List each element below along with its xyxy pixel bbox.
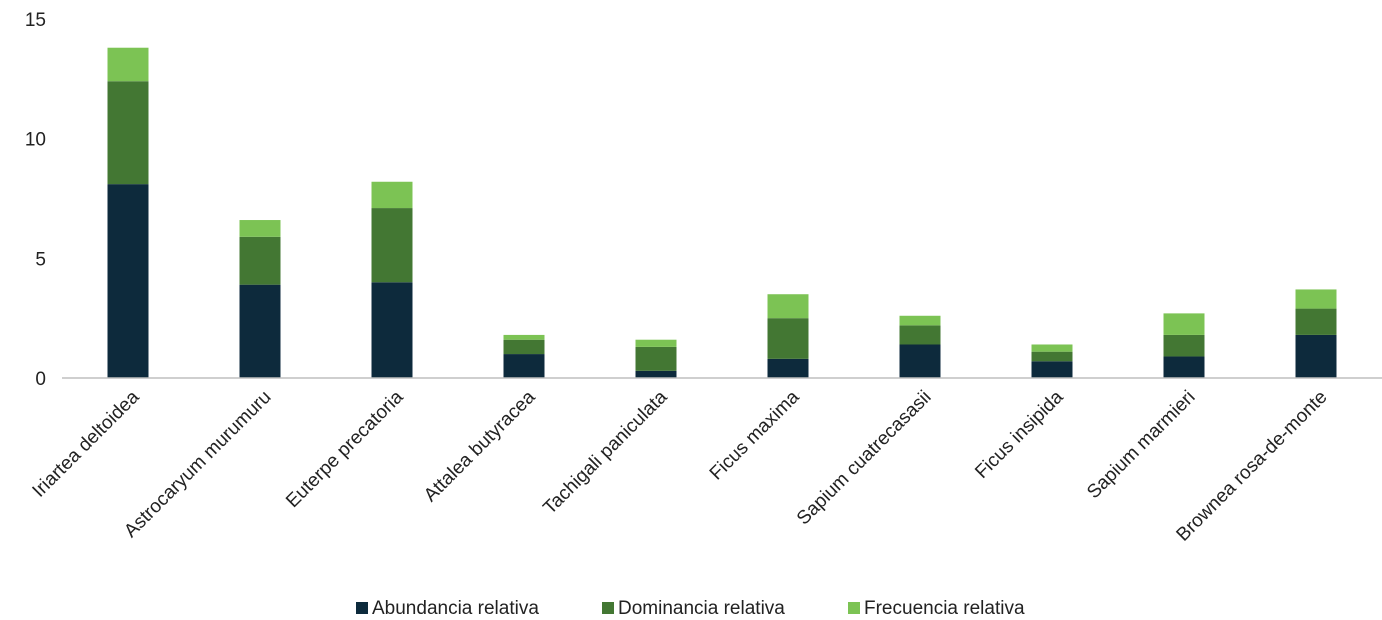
legend: Abundancia relativa Dominancia relativa Fr…: [356, 598, 1025, 619]
bar-segment-frecuencia: [239, 220, 281, 237]
bar-segment-frecuencia: [107, 47, 149, 82]
bar-segment-dominancia: [107, 81, 149, 185]
legend-swatch: [848, 602, 860, 614]
bar-segment-dominancia: [239, 236, 281, 285]
bar-segment-abundancia: [1295, 334, 1337, 378]
bar-segment-abundancia: [1163, 356, 1205, 378]
legend-label: Frecuencia relativa: [864, 598, 1025, 619]
bar-segment-abundancia: [899, 344, 941, 378]
bar-segment-abundancia: [635, 370, 677, 378]
bar-segment-abundancia: [767, 358, 809, 378]
bar-segment-frecuencia: [635, 339, 677, 347]
bar-segment-dominancia: [767, 318, 809, 359]
bar-segment-dominancia: [899, 325, 941, 345]
bar-segment-dominancia: [635, 346, 677, 371]
bar-segment-frecuencia: [767, 294, 809, 319]
bar-segment-abundancia: [1031, 361, 1073, 378]
x-category-label: Ficus maxima: [706, 386, 804, 484]
bar-segment-dominancia: [1163, 334, 1205, 357]
y-tick-label: 15: [25, 10, 46, 31]
bar-segment-abundancia: [503, 354, 545, 378]
y-tick-label: 0: [35, 369, 46, 390]
bar-segment-dominancia: [1295, 308, 1337, 335]
x-category-label: Brownea rosa-de-monte: [1173, 387, 1332, 546]
legend-swatch: [356, 602, 368, 614]
x-category-label: Iriartea deltoidea: [29, 386, 144, 501]
x-category-label: Ficus insipida: [971, 386, 1068, 483]
legend-label: Abundancia relativa: [372, 598, 539, 619]
x-category-label: Sapium cuatrecasasii: [793, 387, 936, 530]
bar-segment-abundancia: [107, 184, 149, 378]
legend-label: Dominancia relativa: [618, 598, 785, 619]
bar-segment-frecuencia: [899, 315, 941, 326]
x-category-label: Euterpe precatoria: [282, 386, 408, 512]
bar-segment-frecuencia: [1295, 289, 1337, 309]
bar-segment-frecuencia: [503, 334, 545, 340]
x-category-label: Astrocaryum murumuru: [120, 387, 275, 542]
y-tick-label: 5: [35, 249, 46, 270]
bar-segment-frecuencia: [371, 181, 413, 209]
bar-segment-frecuencia: [1163, 313, 1205, 335]
y-axis: 0 5 10 15: [25, 10, 46, 390]
bar-segment-dominancia: [503, 339, 545, 355]
x-category-label: Attalea butyracea: [420, 386, 540, 506]
x-category-label: Tachigali paniculata: [539, 386, 671, 518]
bar-segment-dominancia: [1031, 351, 1073, 362]
bar-segment-abundancia: [371, 282, 413, 378]
legend-swatch: [602, 602, 614, 614]
bar-segment-abundancia: [239, 284, 281, 378]
bar-segment-dominancia: [371, 208, 413, 283]
bar-segment-frecuencia: [1031, 344, 1073, 352]
x-category-label: Sapium marmieri: [1083, 387, 1199, 503]
bars-group: [107, 47, 1337, 378]
y-tick-label: 10: [25, 130, 46, 151]
